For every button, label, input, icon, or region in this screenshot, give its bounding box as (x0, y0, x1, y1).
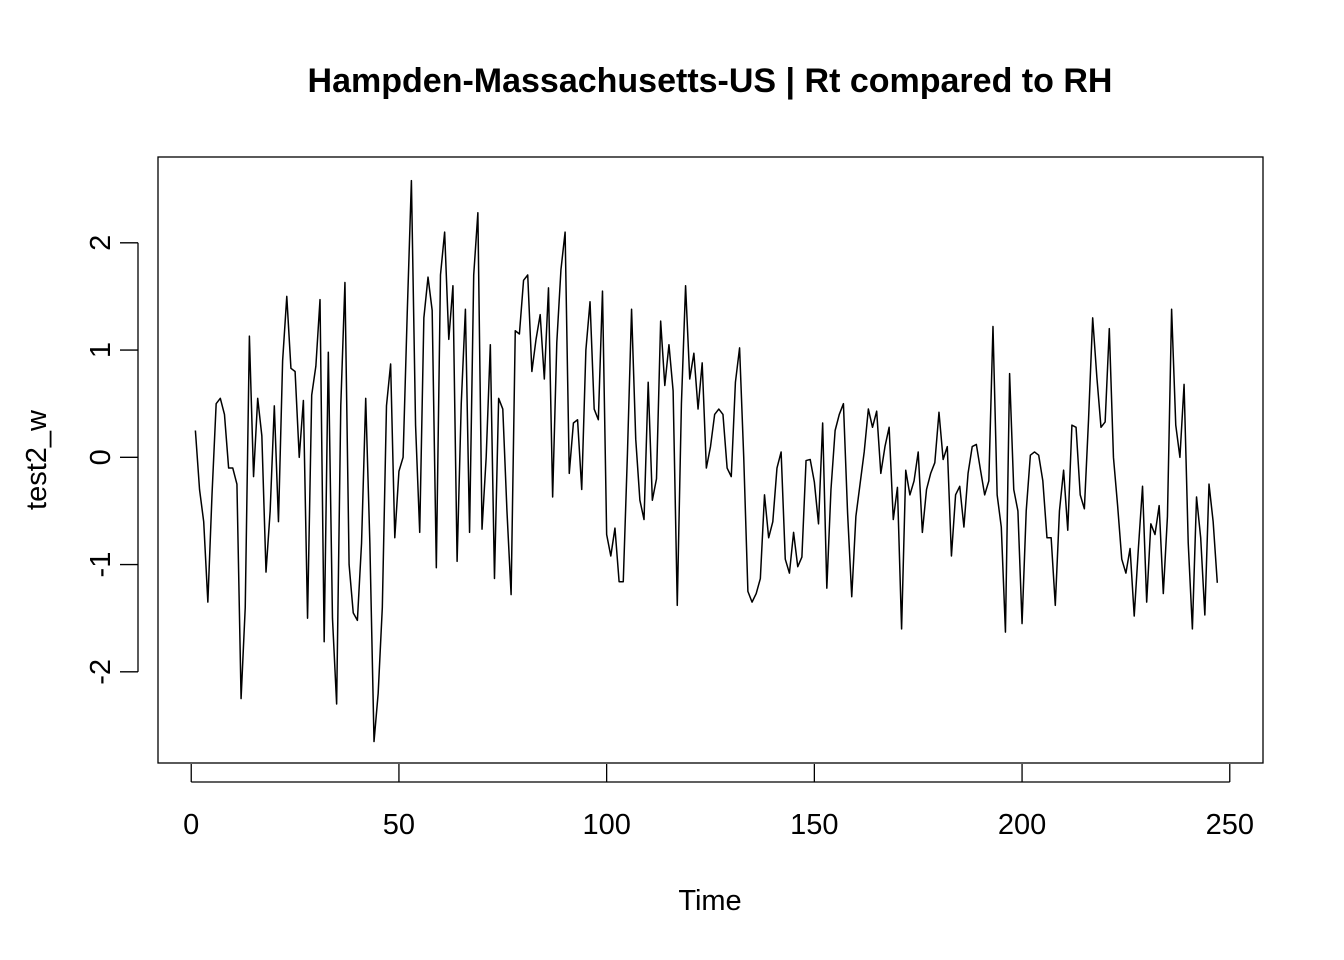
plot-frame (157, 156, 1264, 764)
y-tick-label: 1 (85, 342, 117, 358)
x-tick-label: 250 (1206, 809, 1254, 841)
x-tick-label: 0 (183, 809, 199, 841)
x-axis: 0 50 100 150 200 250 (183, 764, 1254, 841)
y-axis-label: test2_w (21, 409, 53, 510)
x-tick-label: 200 (998, 809, 1046, 841)
x-tick-label: 150 (790, 809, 838, 841)
y-tick-label: -2 (85, 659, 117, 685)
y-tick-label: -1 (85, 552, 117, 578)
series-line (194, 179, 1219, 743)
y-tick-label: 0 (85, 449, 117, 465)
y-tick-label: 2 (85, 235, 117, 251)
x-tick-label: 100 (582, 809, 630, 841)
chart-title: Hampden-Massachusetts-US | Rt compared t… (308, 62, 1113, 100)
x-axis-label: Time (678, 885, 741, 917)
x-tick-label: 50 (383, 809, 415, 841)
y-axis: -2 -1 0 1 2 (85, 235, 139, 685)
